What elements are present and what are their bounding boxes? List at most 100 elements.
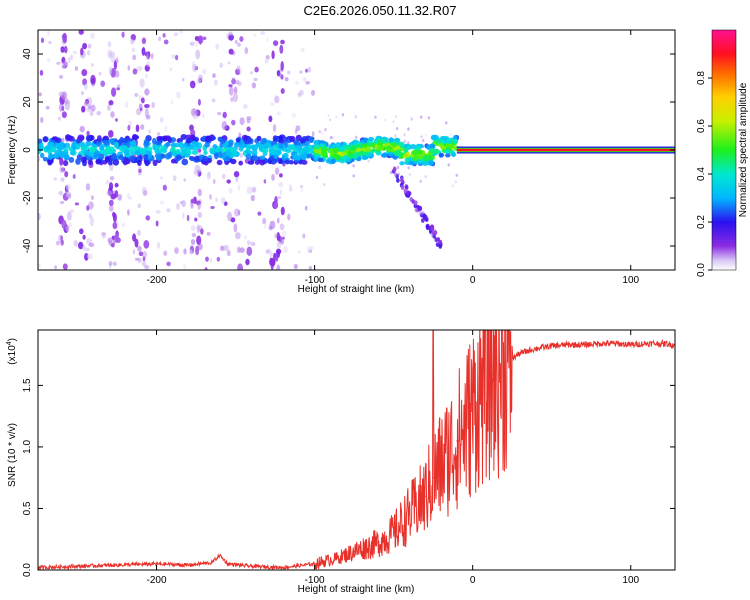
spectrogram-speckle xyxy=(169,67,173,72)
spectrogram-speckle xyxy=(182,212,185,219)
spectrogram-speckle xyxy=(236,65,241,71)
spectrogram-speckle xyxy=(101,232,107,239)
spectrogram-band-blob xyxy=(361,143,368,149)
spectrogram-band-blob xyxy=(203,150,208,156)
spectrogram-band-blob xyxy=(330,158,336,164)
snr-data-point xyxy=(551,345,553,347)
snr-data-point xyxy=(566,344,569,346)
colorbar-tick-label: 0.6 xyxy=(696,119,707,133)
spectrogram-speckle xyxy=(58,74,64,79)
spectrogram-speckle xyxy=(189,41,195,46)
spectrogram-band-blob xyxy=(192,136,200,143)
spectrogram-speckle xyxy=(142,250,148,259)
spectrogram-speckle xyxy=(137,245,142,252)
snr-data-point xyxy=(456,440,458,442)
snr-y-tick-label: 0.0 xyxy=(22,563,33,577)
spectrogram-speckle xyxy=(232,92,239,102)
spectrogram-band-blob xyxy=(137,159,142,166)
spectrogram-band-blob xyxy=(253,144,259,151)
snr-panel: -200 -100 0 100 0.0 0.5 1.0 1.5 Height of stra… xyxy=(6,329,676,595)
spectrogram-band-blob xyxy=(155,140,162,146)
spectrogram-speckle xyxy=(306,246,311,253)
spectrogram-speckle xyxy=(231,77,236,83)
spectrogram-speckle xyxy=(111,87,117,97)
spectrogram-speckle xyxy=(55,240,60,246)
spectrogram-y-tick-label: 0 xyxy=(22,147,33,153)
spectrogram-x-tick-label: 0 xyxy=(470,275,476,286)
spectrogram-speckle xyxy=(271,173,275,181)
spectrogram-speckle xyxy=(239,36,244,42)
spectrogram-band-blob xyxy=(416,150,423,155)
spectrogram-band-blob xyxy=(216,159,223,166)
spectrogram-speckle xyxy=(64,97,69,105)
spectrogram-speckle xyxy=(113,236,117,244)
spectrogram-speckle xyxy=(183,263,187,270)
snr-y-tick-label: 1.5 xyxy=(22,378,33,392)
spectrogram-speckle xyxy=(85,183,91,191)
spectrogram-speckle xyxy=(45,106,50,110)
spectrogram-speckle xyxy=(121,31,125,38)
spectrogram-band-blob xyxy=(295,144,302,150)
snr-data-point xyxy=(480,390,482,393)
spectrogram-speckle xyxy=(419,179,422,183)
spectrogram-speckle xyxy=(246,118,251,124)
spectrogram-band-blob xyxy=(439,135,446,141)
spectrogram-speckle xyxy=(60,137,65,143)
spectrogram-band-blob xyxy=(313,140,320,145)
spectrogram-speckle xyxy=(245,258,250,266)
spectrogram-speckle xyxy=(221,120,228,131)
spectrogram-y-tick-label: 20 xyxy=(22,96,33,108)
spectrogram-speckle xyxy=(246,186,253,195)
spectrogram-speckle xyxy=(410,117,413,121)
figure-title: C2E6.2026.050.11.32.R07 xyxy=(304,3,457,18)
spectrogram-speckle xyxy=(179,200,183,205)
spectrogram-speckle xyxy=(237,209,241,216)
spectrogram-speckle xyxy=(332,135,335,139)
spectrogram-speckle xyxy=(64,45,68,54)
spectrogram-band-blob xyxy=(282,136,288,143)
spectrogram-band-blob xyxy=(194,141,200,148)
spectrogram-speckle xyxy=(223,244,229,252)
spectrogram-speckle xyxy=(58,190,64,196)
spectrogram-speckle xyxy=(253,33,257,38)
spectrogram-speckle xyxy=(269,250,273,258)
spectrogram-speckle xyxy=(335,115,338,119)
spectrogram-speckle xyxy=(280,88,285,94)
spectrogram-branch-blob xyxy=(422,214,427,220)
spectrogram-speckle xyxy=(197,188,202,197)
spectrogram-speckle xyxy=(305,80,310,85)
spectrogram-speckle xyxy=(150,53,154,60)
spectrogram-band-blob xyxy=(48,143,54,149)
spectrogram-speckle xyxy=(323,182,326,187)
spectrogram-speckle xyxy=(250,71,253,75)
spectrogram-speckle xyxy=(91,63,95,67)
spectrogram-speckle xyxy=(112,261,117,267)
spectrogram-band-blob xyxy=(228,146,235,153)
snr-data-point xyxy=(155,563,158,565)
spectrogram-speckle xyxy=(54,265,57,270)
spectrogram-speckle xyxy=(449,132,452,136)
spectrogram-speckle xyxy=(277,217,280,224)
spectrogram-speckle xyxy=(132,249,136,255)
spectrogram-speckle xyxy=(132,68,138,75)
spectrogram-speckle xyxy=(233,86,238,94)
spectrogram-band-blob xyxy=(68,135,75,142)
spectrogram-speckle xyxy=(87,253,93,260)
spectrogram-speckle xyxy=(228,84,233,88)
spectrogram-speckle xyxy=(274,233,278,239)
spectrogram-speckle xyxy=(105,180,109,185)
spectrogram-speckle xyxy=(68,193,72,199)
spectrogram-band-blob xyxy=(63,147,68,153)
spectrogram-band-blob xyxy=(188,155,195,161)
spectrogram-band-blob xyxy=(283,152,289,159)
snr-data-point xyxy=(503,362,505,364)
spectrogram-band-blob xyxy=(104,148,110,154)
snr-data-point xyxy=(519,352,521,354)
snr-data-point xyxy=(440,464,442,466)
spectrogram-speckle xyxy=(281,236,286,240)
spectrogram-band-blob xyxy=(96,135,102,142)
spectrogram-speckle xyxy=(447,163,450,167)
spectrogram-band-blob xyxy=(308,136,314,144)
colorbar: 0.0 0.2 0.4 0.6 0.8 Normalized spectral ampl… xyxy=(696,29,749,277)
